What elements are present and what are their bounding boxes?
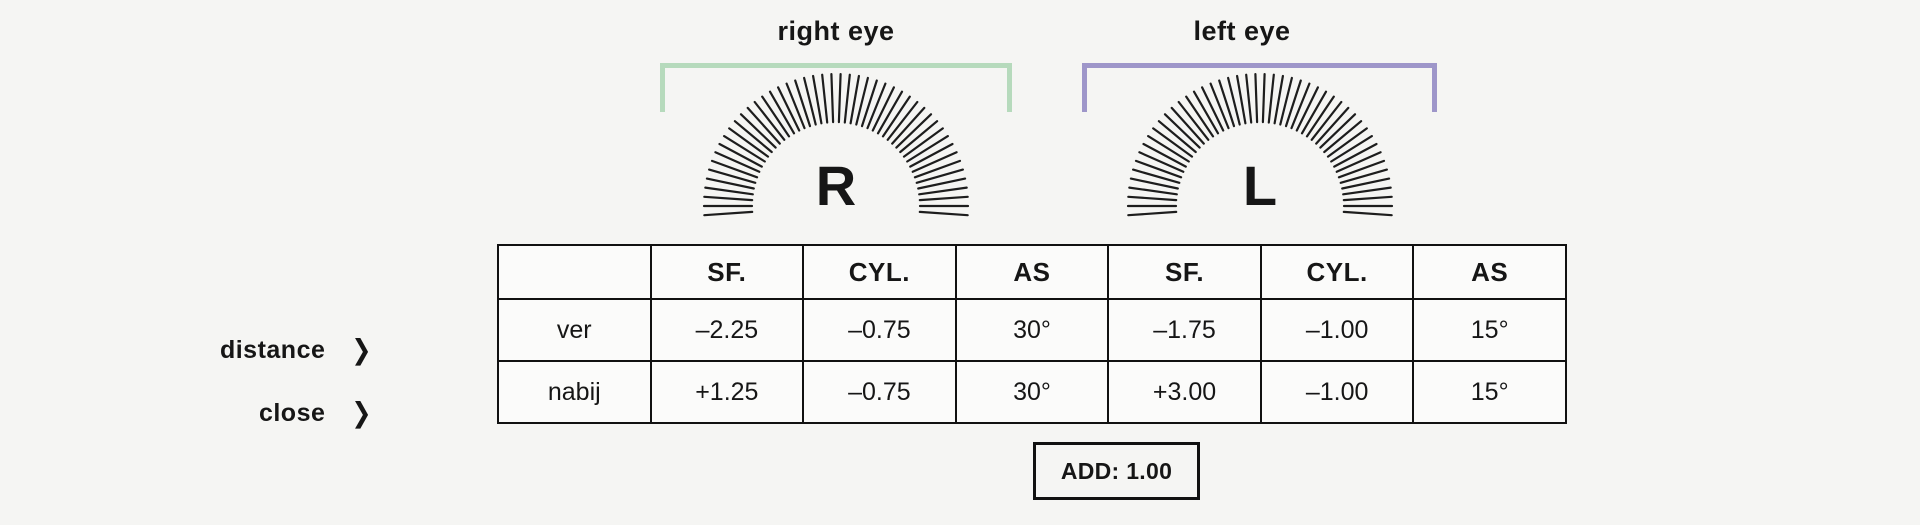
right-eye-letter: R — [815, 154, 857, 217]
table-row-close: nabij +1.25 –0.75 30° +3.00 –1.00 15° — [497, 360, 1567, 424]
cell-ver-left-sf: –1.75 — [1107, 298, 1262, 362]
cell-ver-right-as: 30° — [954, 298, 1110, 362]
cell-nabij-left-sf: +3.00 — [1107, 360, 1262, 424]
right-eye-title: right eye — [777, 16, 895, 46]
header-left-cyl: CYL. — [1259, 244, 1415, 300]
right-eye-fan-icon — [702, 72, 970, 217]
cell-nabij-left-cyl: –1.00 — [1259, 360, 1415, 424]
cell-nabij-right-sf: +1.25 — [649, 360, 805, 424]
header-right-sf: SF. — [649, 244, 805, 300]
distance-label: distance ❯ — [219, 334, 372, 367]
right-eye-bracket — [660, 63, 1012, 112]
left-eye-bracket — [1082, 63, 1437, 112]
header-left-sf: SF. — [1107, 244, 1262, 300]
left-eye-letter: L — [1242, 154, 1278, 217]
close-label-text: close — [258, 399, 326, 427]
cell-nabij-right-cyl: –0.75 — [802, 360, 957, 424]
table-corner-cell — [497, 244, 652, 300]
left-eye-fan-icon — [1126, 72, 1394, 217]
chevron-right-icon: ❯ — [351, 397, 372, 430]
cell-ver-left-cyl: –1.00 — [1259, 298, 1415, 362]
add-value-box: ADD: 1.00 — [1033, 442, 1200, 500]
distance-label-text: distance — [219, 336, 326, 364]
chevron-right-icon: ❯ — [351, 334, 372, 367]
close-label: close ❯ — [258, 397, 372, 430]
cell-ver-right-cyl: –0.75 — [802, 298, 957, 362]
left-eye-title: left eye — [1193, 16, 1291, 46]
cell-nabij-left-as: 15° — [1412, 360, 1567, 424]
row-label-ver: ver — [497, 298, 652, 362]
header-right-as: AS — [954, 244, 1110, 300]
table-header-row: SF. CYL. AS SF. CYL. AS — [497, 244, 1567, 300]
cell-nabij-right-as: 30° — [954, 360, 1110, 424]
header-right-cyl: CYL. — [802, 244, 957, 300]
header-left-as: AS — [1412, 244, 1567, 300]
row-label-nabij: nabij — [497, 360, 652, 424]
prescription-table: SF. CYL. AS SF. CYL. AS ver –2.25 –0.75 … — [497, 244, 1567, 424]
add-value-text: ADD: 1.00 — [1060, 457, 1173, 484]
cell-ver-left-as: 15° — [1412, 298, 1567, 362]
table-row-distance: ver –2.25 –0.75 30° –1.75 –1.00 15° — [497, 298, 1567, 362]
cell-ver-right-sf: –2.25 — [649, 298, 805, 362]
